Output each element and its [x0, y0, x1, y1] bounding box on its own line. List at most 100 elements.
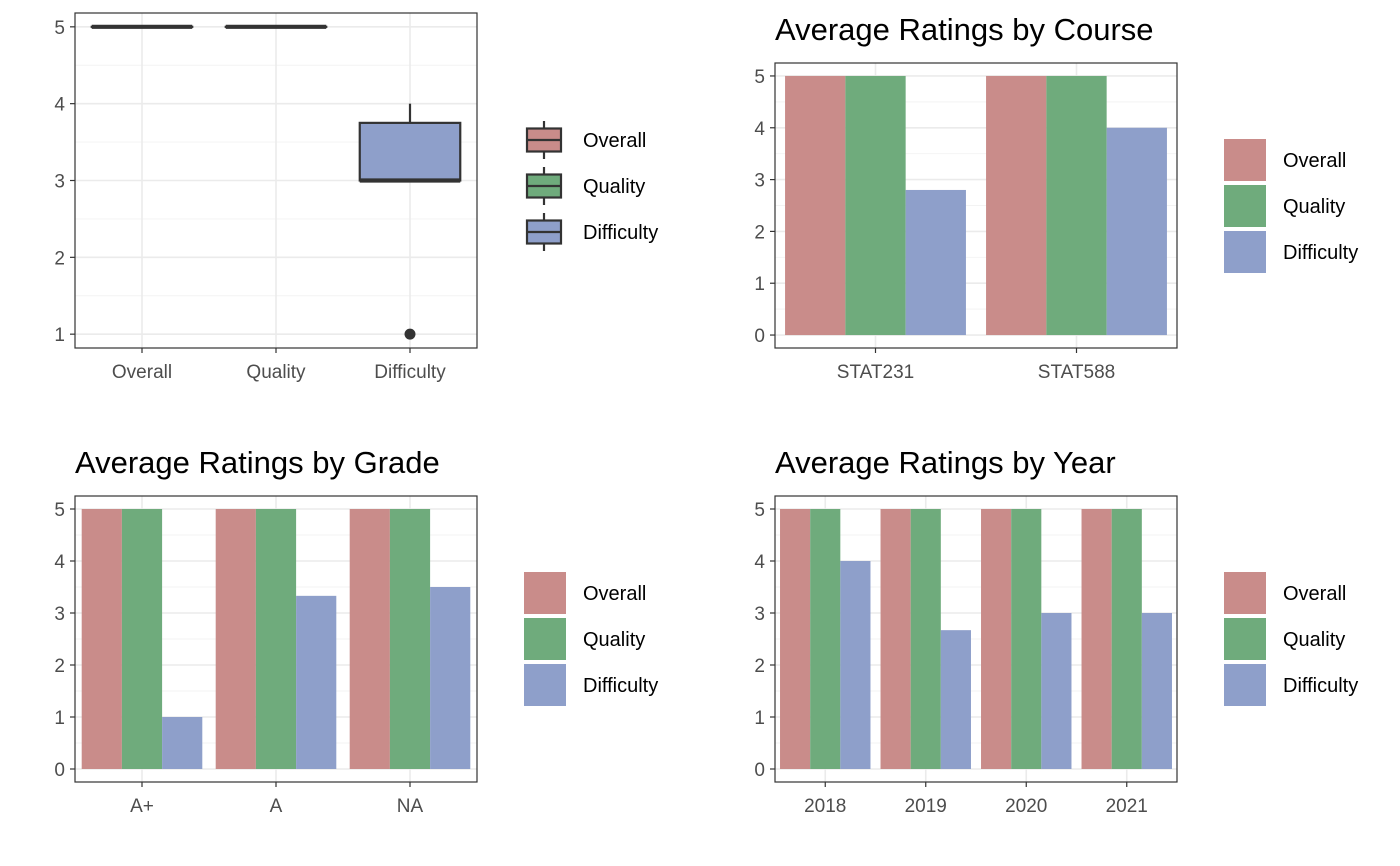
legend-item-quality: Quality: [1224, 185, 1345, 227]
legend: Overall Quality Difficulty: [525, 121, 658, 251]
bar-overall-2021: [1081, 509, 1112, 769]
legend-item-difficulty: Difficulty: [1224, 231, 1358, 273]
x-tick-label: A: [270, 796, 283, 817]
legend-label: Difficulty: [583, 222, 658, 244]
bar-quality-a: [121, 509, 163, 769]
bar-quality-stat588: [1046, 75, 1107, 336]
bar-difficulty-2021: [1141, 613, 1172, 769]
bar-quality-na: [389, 509, 431, 769]
legend-item-quality: Quality: [524, 618, 645, 660]
y-tick-label: 5: [754, 67, 765, 88]
chart-title: Average Ratings by Course: [775, 12, 1154, 47]
y-tick-label: 4: [754, 119, 765, 140]
legend-label: Overall: [583, 583, 646, 605]
legend-key: [1224, 572, 1266, 614]
y-tick-label: 3: [54, 604, 65, 625]
y-tick-label: 2: [54, 656, 65, 677]
bar-difficulty-2018: [840, 561, 871, 769]
legend-label: Difficulty: [583, 675, 658, 697]
bar-quality-2018: [810, 509, 841, 769]
x-tick-label: STAT231: [837, 362, 914, 383]
bar-difficulty-na: [430, 587, 471, 769]
bar-quality-2019: [910, 509, 941, 769]
x-tick-label: STAT588: [1038, 362, 1115, 383]
bar-difficulty-a: [162, 717, 203, 769]
bar-overall-stat231: [785, 75, 846, 336]
plot-frame: [774, 495, 1178, 783]
y-tick-label: 1: [754, 274, 765, 295]
box-difficulty: [358, 103, 462, 340]
bar-overall-2018: [780, 509, 811, 769]
legend-key: [524, 664, 566, 706]
y-tick-label: 5: [54, 18, 65, 39]
y-tick-label: 2: [754, 222, 765, 243]
legend-key: [524, 572, 566, 614]
bar-difficulty-2020: [1041, 613, 1072, 769]
bar-difficulty-stat231: [905, 189, 966, 336]
y-tick-label: 3: [754, 171, 765, 192]
legend-label: Overall: [583, 130, 646, 152]
y-tick-label: 3: [54, 172, 65, 193]
legend-label: Overall: [1283, 583, 1346, 605]
y-tick-label: 2: [54, 248, 65, 269]
bar-quality-stat231: [845, 75, 906, 336]
bar-overall-stat588: [986, 75, 1047, 336]
y-tick-label: 1: [754, 708, 765, 729]
legend-key: [1224, 185, 1266, 227]
grade-ratings-panel: Average Ratings by Grade 0 1 2 3 4 5 A+ A NA Overa…: [54, 445, 658, 817]
x-tick-label: 2021: [1106, 796, 1148, 817]
legend-label: Difficulty: [1283, 242, 1358, 264]
legend-item-overall: Overall: [1224, 139, 1346, 181]
legend-item-overall: Overall: [525, 121, 646, 159]
legend-item-difficulty: Difficulty: [524, 664, 658, 706]
legend-key: [1224, 139, 1266, 181]
chart-title: Average Ratings by Grade: [75, 445, 440, 480]
box-body: [358, 121, 462, 182]
legend-label: Quality: [583, 176, 645, 198]
x-tick-label: 2020: [1005, 796, 1047, 817]
legend-item-overall: Overall: [1224, 572, 1346, 614]
y-tick-label: 1: [54, 325, 65, 346]
bar-overall-a: [215, 509, 256, 769]
y-tick-label: 4: [54, 95, 65, 116]
y-tick-label: 0: [54, 760, 65, 781]
bar-overall-2019: [880, 509, 911, 769]
course-ratings-panel: Average Ratings by Course 0 1 2 3 4 5 STAT231 ST…: [754, 12, 1358, 383]
x-tick-label: 2018: [804, 796, 846, 817]
y-tick-label: 0: [754, 760, 765, 781]
legend-item-overall: Overall: [524, 572, 646, 614]
legend-label: Quality: [1283, 196, 1345, 218]
bar-difficulty-stat588: [1106, 127, 1167, 336]
x-tick-label: A+: [130, 796, 154, 817]
bar-overall-na: [349, 509, 390, 769]
legend: Overall Quality Difficulty: [1224, 572, 1358, 706]
x-tick-label: Quality: [246, 362, 306, 383]
bar-quality-2021: [1111, 509, 1142, 769]
x-tick-label: Difficulty: [374, 362, 446, 383]
bar-difficulty-2019: [940, 630, 971, 769]
box-outlier: [404, 328, 416, 340]
legend: Overall Quality Difficulty: [1224, 139, 1358, 273]
y-tick-label: 3: [754, 604, 765, 625]
y-tick-label: 5: [754, 500, 765, 521]
legend-item-difficulty: Difficulty: [1224, 664, 1358, 706]
legend-key: [1224, 664, 1266, 706]
bar-overall-a: [81, 509, 122, 769]
bar-quality-a: [255, 509, 297, 769]
boxplot-ratings-panel: 1 2 3 4 5 Overall Quality Difficulty Overall Qual…: [54, 12, 658, 383]
y-tick-label: 4: [54, 552, 65, 573]
legend-key: [1224, 231, 1266, 273]
x-tick-label: 2019: [905, 796, 947, 817]
chart-title: Average Ratings by Year: [775, 445, 1116, 480]
legend: Overall Quality Difficulty: [524, 572, 658, 706]
bar-overall-2020: [981, 509, 1012, 769]
legend-label: Difficulty: [1283, 675, 1358, 697]
y-tick-label: 4: [754, 552, 765, 573]
legend-item-quality: Quality: [525, 167, 645, 205]
legend-label: Quality: [583, 629, 645, 651]
legend-label: Quality: [1283, 629, 1345, 651]
y-tick-label: 2: [754, 656, 765, 677]
y-tick-label: 1: [54, 708, 65, 729]
y-tick-label: 0: [754, 326, 765, 347]
